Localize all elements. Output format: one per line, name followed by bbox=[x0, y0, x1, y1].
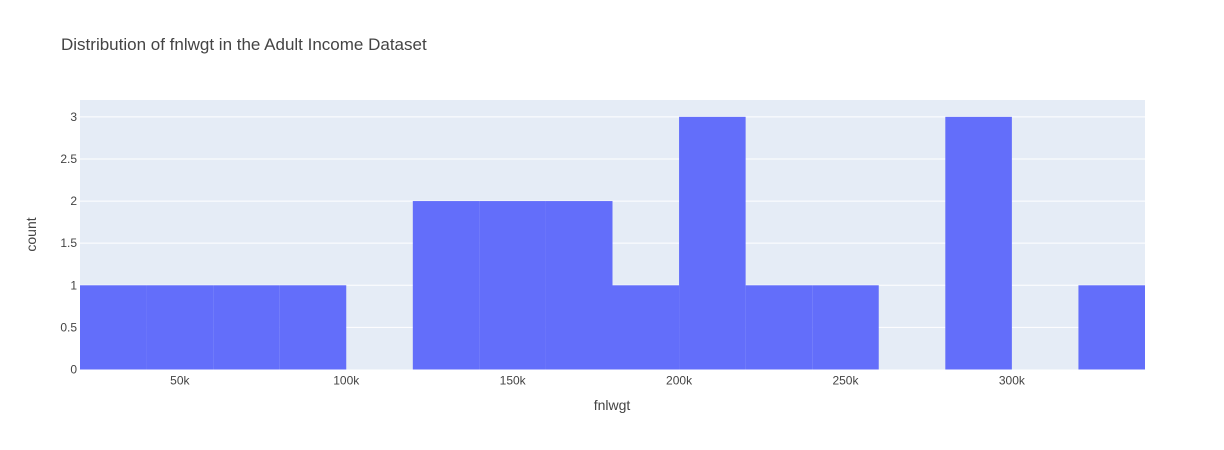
y-tick-label: 1 bbox=[70, 278, 77, 292]
x-tick-label: 300k bbox=[999, 374, 1026, 388]
y-tick-label: 1.5 bbox=[60, 236, 77, 250]
histogram-bar[interactable] bbox=[945, 116, 1012, 370]
histogram-bar[interactable] bbox=[1078, 285, 1145, 370]
histogram-bar[interactable] bbox=[545, 201, 613, 370]
y-tick-label: 2 bbox=[70, 194, 77, 208]
histogram-bar[interactable] bbox=[279, 285, 347, 370]
x-tick-label: 200k bbox=[666, 374, 693, 388]
histogram-bar[interactable] bbox=[412, 201, 480, 370]
chart-title: Distribution of fnlwgt in the Adult Inco… bbox=[61, 35, 427, 54]
histogram-bar[interactable] bbox=[146, 285, 214, 370]
histogram-bar[interactable] bbox=[80, 285, 147, 370]
x-tick-label: 250k bbox=[832, 374, 859, 388]
histogram-bar[interactable] bbox=[679, 116, 746, 370]
y-tick-label: 0.5 bbox=[60, 320, 77, 334]
x-tick-label: 100k bbox=[333, 374, 360, 388]
y-tick-label: 2.5 bbox=[60, 152, 77, 166]
histogram-bar[interactable] bbox=[479, 201, 546, 370]
x-tick-label: 150k bbox=[500, 374, 527, 388]
histogram-bar[interactable] bbox=[745, 285, 813, 370]
y-tick-label: 0 bbox=[70, 363, 77, 377]
x-axis-title: fnlwgt bbox=[594, 397, 631, 413]
histogram-bar[interactable] bbox=[612, 285, 680, 370]
x-tick-label: 50k bbox=[170, 374, 190, 388]
x-axis-ticks: 50k 100k 150k 200k 250k 300k bbox=[170, 374, 1026, 388]
y-tick-label: 3 bbox=[70, 110, 77, 124]
bars bbox=[80, 116, 1145, 370]
y-axis-ticks: 0 0.5 1 1.5 2 2.5 3 bbox=[60, 110, 77, 377]
histogram-bar[interactable] bbox=[213, 285, 280, 370]
y-axis-title: count bbox=[23, 217, 39, 251]
histogram-bar[interactable] bbox=[812, 285, 879, 370]
